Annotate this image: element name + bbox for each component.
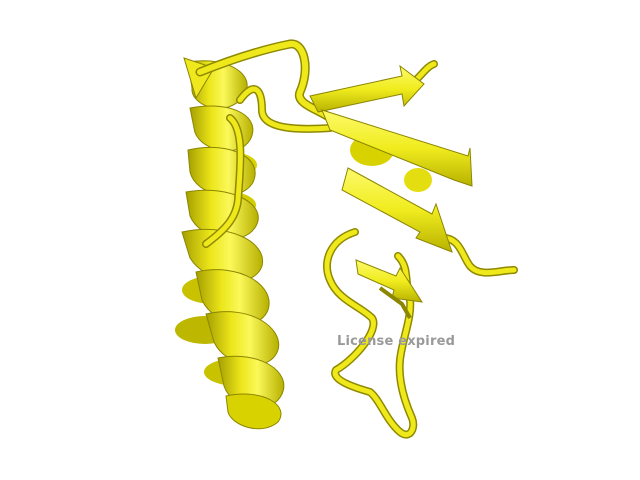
- buried-segment: [404, 168, 432, 192]
- loop-coils: [195, 39, 518, 439]
- alpha-helix: [181, 57, 285, 430]
- license-expired-watermark: License expired: [337, 334, 456, 349]
- beta-sheet: [309, 64, 473, 319]
